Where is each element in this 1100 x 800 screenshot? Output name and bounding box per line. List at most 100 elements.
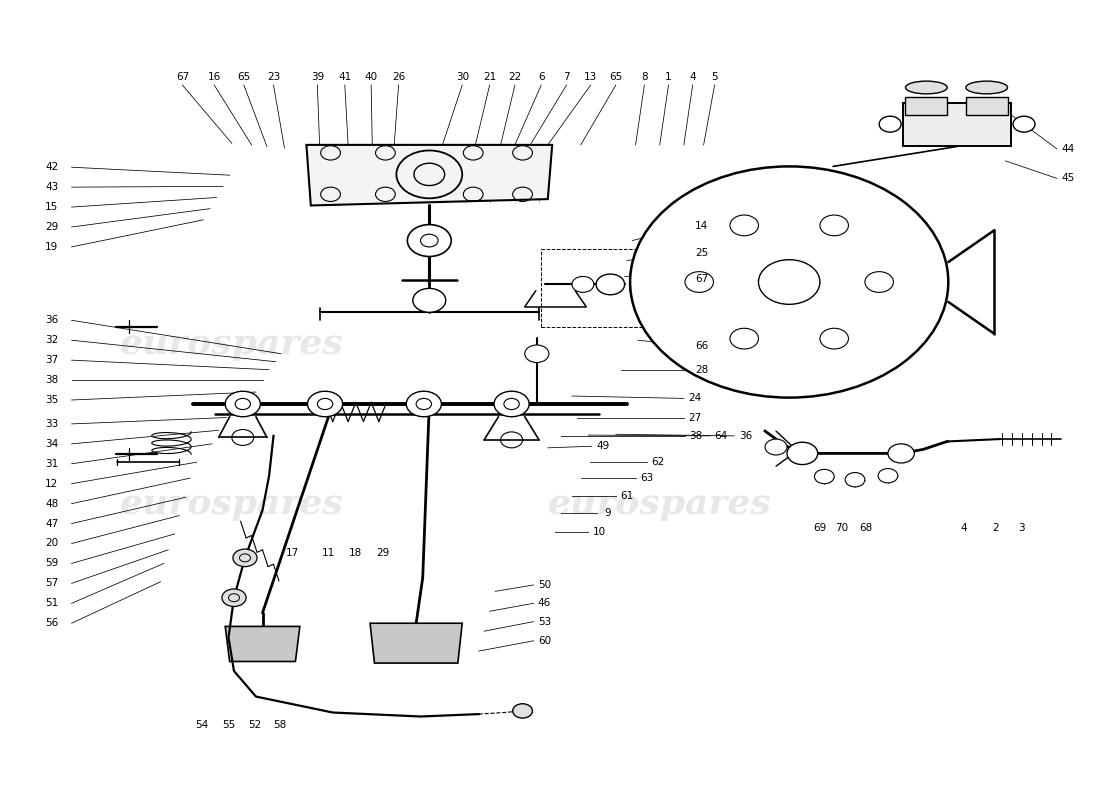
Text: 67: 67 (176, 72, 189, 82)
Text: 26: 26 (392, 72, 405, 82)
Bar (905, 97, 947, 114)
Bar (903, 102, 1011, 146)
Text: 41: 41 (338, 72, 351, 82)
Circle shape (786, 442, 817, 465)
Text: 17: 17 (286, 548, 299, 558)
Circle shape (814, 470, 834, 484)
Text: 18: 18 (349, 548, 362, 558)
Text: 44: 44 (1062, 144, 1075, 154)
Text: 30: 30 (455, 72, 469, 82)
Text: eurospares: eurospares (120, 327, 343, 361)
Text: 38: 38 (45, 375, 58, 385)
Circle shape (596, 274, 625, 294)
Text: 2: 2 (992, 522, 999, 533)
Circle shape (525, 345, 549, 362)
Text: 63: 63 (640, 473, 653, 483)
Text: 46: 46 (538, 598, 551, 608)
Text: 36: 36 (739, 431, 752, 441)
Circle shape (845, 473, 865, 487)
Text: 36: 36 (45, 315, 58, 326)
Circle shape (630, 166, 948, 398)
Text: 1: 1 (666, 72, 672, 82)
Text: 55: 55 (222, 720, 235, 730)
Text: 47: 47 (45, 518, 58, 529)
Text: 52: 52 (249, 720, 262, 730)
Text: 42: 42 (45, 162, 58, 172)
Text: 31: 31 (45, 458, 58, 469)
Polygon shape (226, 626, 300, 662)
Text: 13: 13 (584, 72, 597, 82)
Bar (966, 97, 1008, 114)
Circle shape (308, 391, 342, 417)
Text: 70: 70 (835, 522, 848, 533)
Text: 7: 7 (563, 72, 570, 82)
Text: 3: 3 (1019, 522, 1025, 533)
Text: 68: 68 (859, 522, 872, 533)
Text: 9: 9 (605, 508, 612, 518)
Text: 32: 32 (45, 335, 58, 346)
Text: 66: 66 (695, 341, 708, 350)
Circle shape (412, 288, 446, 312)
Circle shape (879, 116, 901, 132)
Ellipse shape (966, 81, 1008, 94)
Text: 16: 16 (208, 72, 221, 82)
Text: 8: 8 (641, 72, 648, 82)
Text: 34: 34 (45, 439, 58, 449)
Text: eurospares: eurospares (120, 486, 343, 521)
Text: 58: 58 (274, 720, 287, 730)
Text: 25: 25 (695, 247, 708, 258)
Text: 43: 43 (45, 182, 58, 192)
Circle shape (226, 391, 261, 417)
Text: 67: 67 (695, 274, 708, 284)
Text: 28: 28 (695, 365, 708, 374)
Text: 4: 4 (960, 522, 967, 533)
Text: 51: 51 (45, 598, 58, 608)
Text: 64: 64 (715, 431, 728, 441)
Circle shape (878, 469, 898, 483)
Text: 54: 54 (196, 720, 209, 730)
Text: 29: 29 (45, 222, 58, 232)
Text: 35: 35 (45, 395, 58, 405)
Text: 21: 21 (483, 72, 496, 82)
Text: 29: 29 (376, 548, 389, 558)
Circle shape (1013, 116, 1035, 132)
Text: 15: 15 (45, 202, 58, 212)
Circle shape (572, 277, 594, 292)
Polygon shape (370, 623, 462, 663)
Text: 12: 12 (45, 478, 58, 489)
Text: 24: 24 (689, 394, 702, 403)
Circle shape (406, 391, 441, 417)
Text: 38: 38 (690, 431, 703, 441)
Circle shape (233, 549, 257, 566)
Circle shape (766, 439, 786, 455)
Text: 4: 4 (690, 72, 696, 82)
Text: 33: 33 (45, 419, 58, 429)
Text: 37: 37 (45, 355, 58, 365)
Text: 27: 27 (689, 413, 702, 422)
Text: 20: 20 (45, 538, 58, 549)
Text: 65: 65 (609, 72, 623, 82)
Text: 22: 22 (508, 72, 521, 82)
Ellipse shape (905, 81, 947, 94)
Text: 48: 48 (45, 498, 58, 509)
Text: 23: 23 (267, 72, 280, 82)
Text: 69: 69 (813, 522, 826, 533)
Circle shape (407, 225, 451, 257)
Text: 53: 53 (538, 617, 551, 626)
Text: 56: 56 (45, 618, 58, 628)
Text: eurospares: eurospares (548, 486, 771, 521)
Text: 10: 10 (593, 526, 606, 537)
Text: 65: 65 (238, 72, 251, 82)
Text: 19: 19 (45, 242, 58, 252)
Circle shape (513, 704, 532, 718)
Text: 59: 59 (45, 558, 58, 569)
Circle shape (888, 444, 914, 463)
Text: 61: 61 (620, 490, 634, 501)
Text: 45: 45 (1062, 174, 1075, 183)
Text: 39: 39 (311, 72, 324, 82)
Text: 57: 57 (45, 578, 58, 588)
Text: 40: 40 (364, 72, 377, 82)
Text: 14: 14 (695, 222, 708, 231)
Text: 50: 50 (538, 580, 551, 590)
Circle shape (494, 391, 529, 417)
